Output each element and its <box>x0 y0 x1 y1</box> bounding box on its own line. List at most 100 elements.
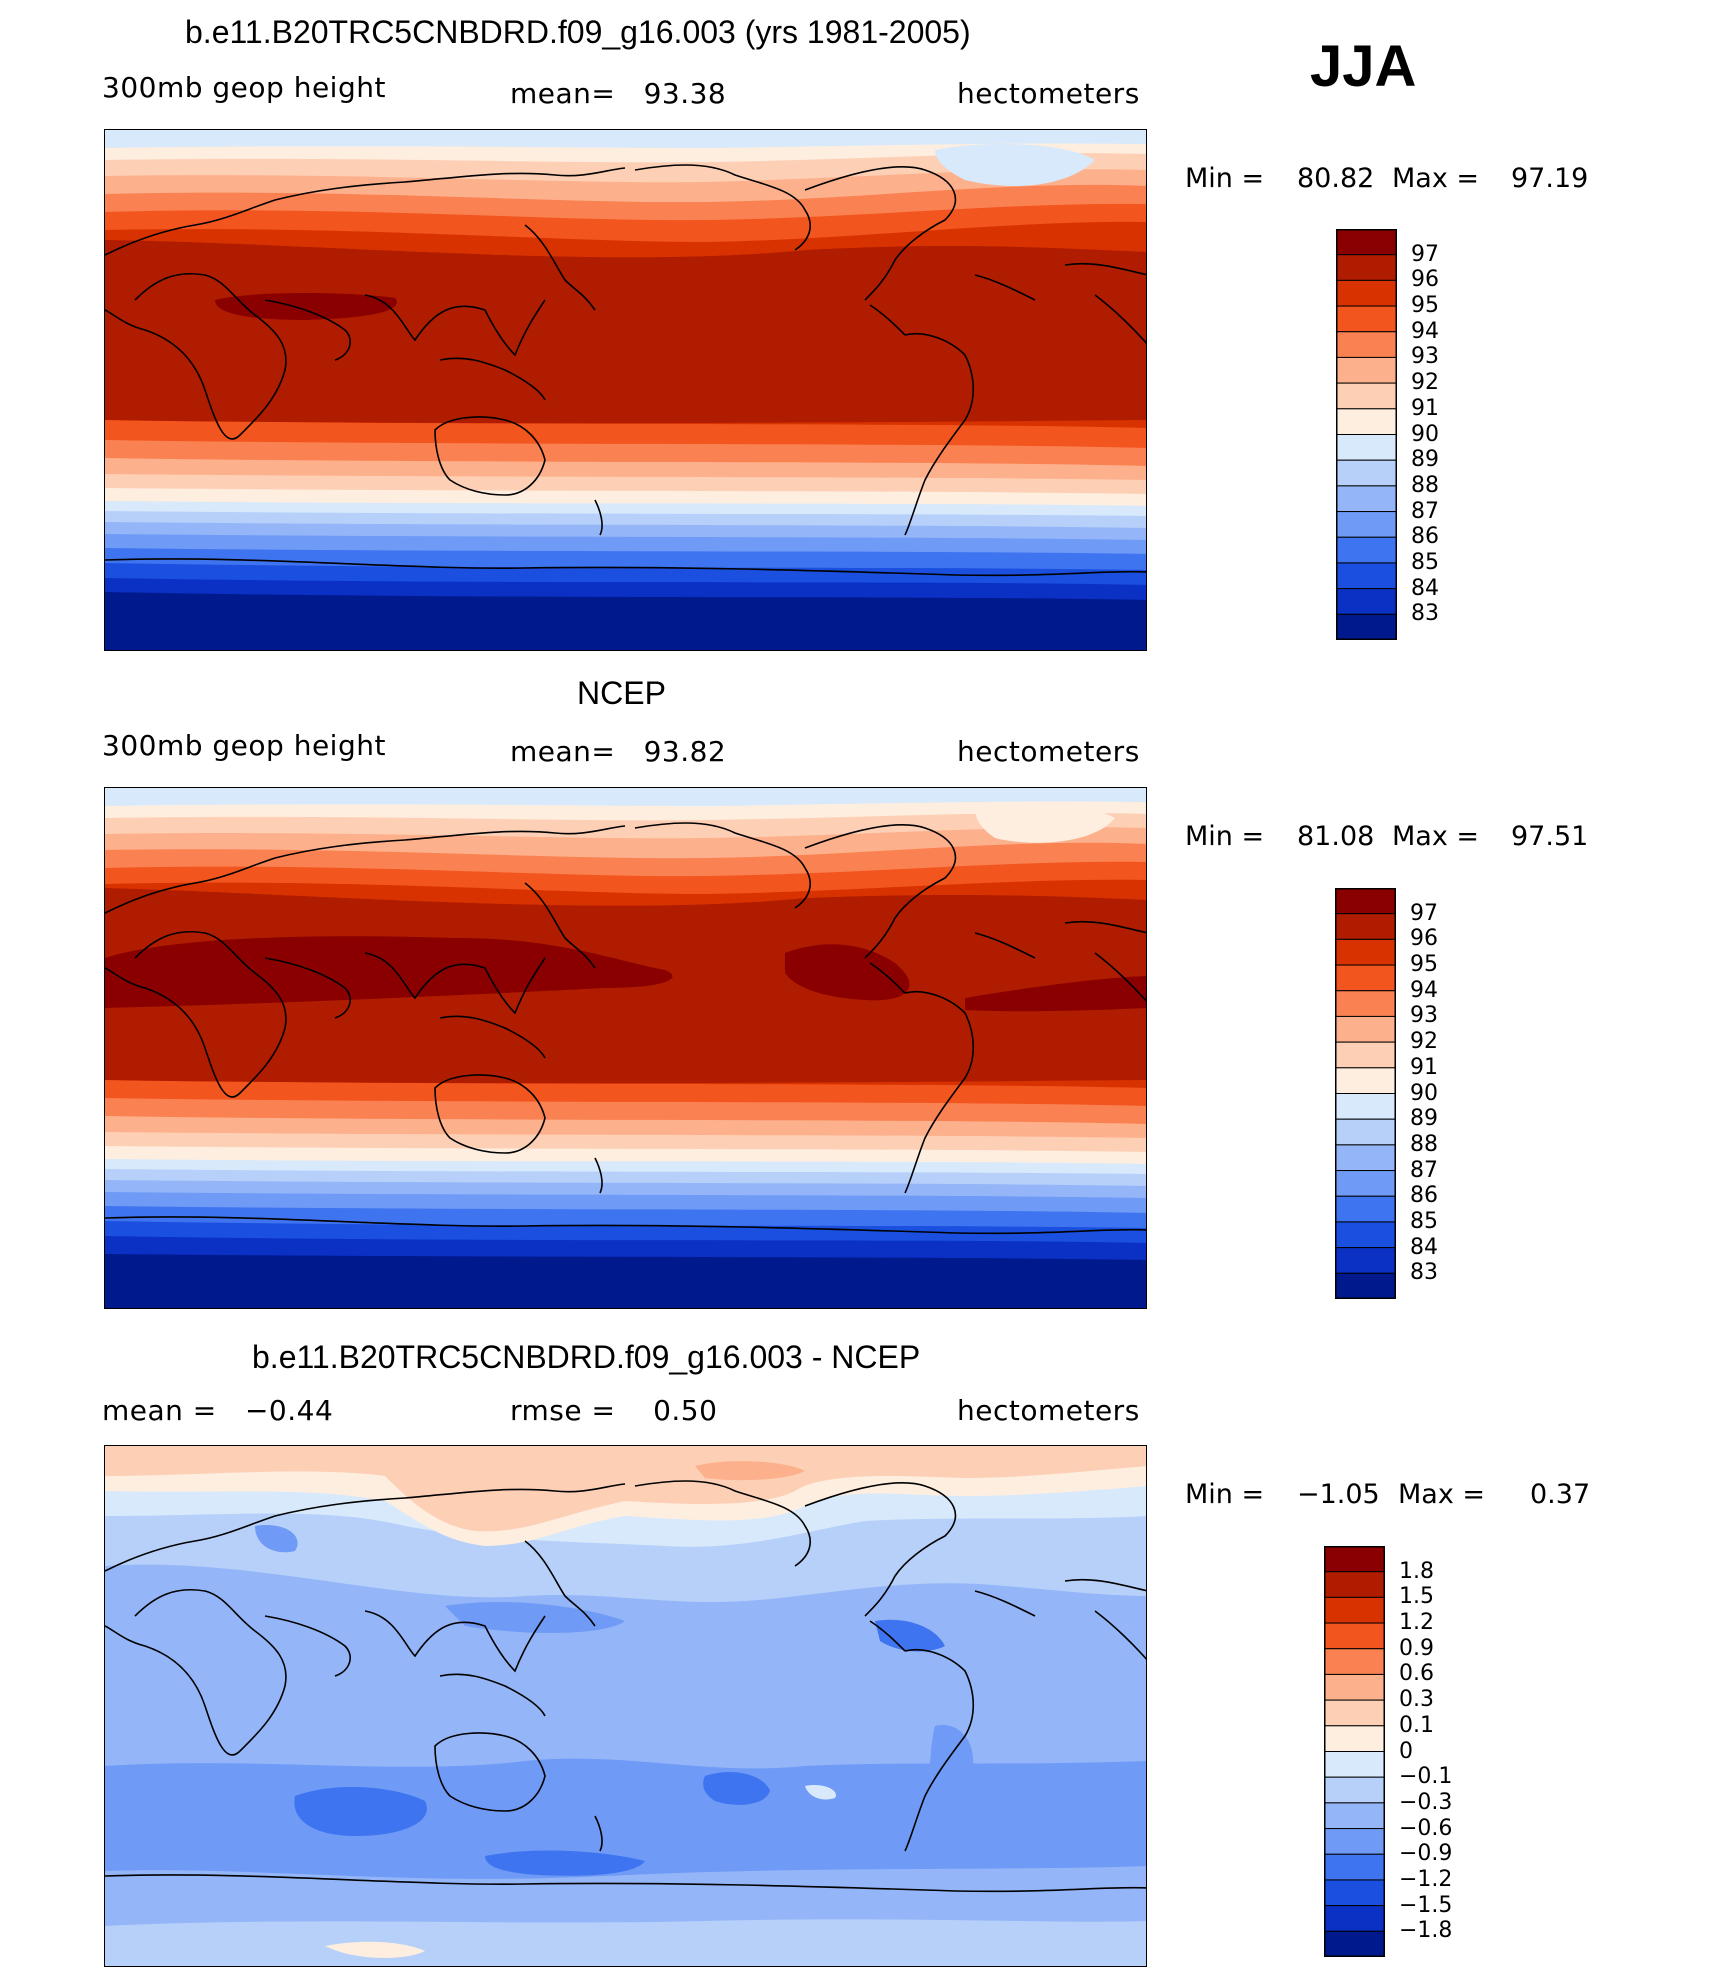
colorbar-swatch <box>1335 1093 1396 1120</box>
colorbar-swatch <box>1335 1118 1396 1146</box>
colorbar-swatch <box>1336 536 1397 564</box>
panel2-max-value: 97.51 <box>1511 821 1589 852</box>
colorbar-swatch <box>1336 254 1397 281</box>
colorbar-swatch <box>1335 888 1396 915</box>
colorbar-swatch <box>1336 511 1397 538</box>
panel1-title: b.e11.B20TRC5CNBDRD.f09_g16.003 (yrs 198… <box>185 14 971 50</box>
colorbar-tick-label: 85 <box>1410 1208 1438 1234</box>
colorbar-tick-label: 0.1 <box>1399 1712 1434 1738</box>
colorbar-swatch <box>1336 459 1397 487</box>
colorbar-swatch <box>1324 1571 1385 1598</box>
panel3-min-label: Min = <box>1185 1479 1265 1510</box>
panel2-variable-label: 300mb geop height <box>102 729 386 762</box>
colorbar-tick-label: 96 <box>1411 267 1439 293</box>
colorbar-tick-label: 86 <box>1411 524 1439 550</box>
panel2-mean-label: mean= 93.82 <box>510 735 727 768</box>
colorbar-tick-label: 87 <box>1411 498 1439 524</box>
colorbar-swatch <box>1324 1930 1385 1957</box>
colorbar-swatch <box>1335 964 1396 992</box>
panel2-units-label: hectometers <box>957 735 1140 768</box>
panel2-title: NCEP <box>577 675 666 711</box>
colorbar-swatch <box>1324 1853 1385 1881</box>
panel2-min-value: 81.08 <box>1297 821 1375 852</box>
colorbar-swatch <box>1336 562 1397 590</box>
colorbar-swatch <box>1336 279 1397 307</box>
colorbar-swatch <box>1335 1272 1396 1299</box>
colorbar-tick-label: 93 <box>1411 344 1439 370</box>
colorbar-tick-label: 89 <box>1411 447 1439 473</box>
colorbar-tick-label: 0.9 <box>1399 1635 1434 1661</box>
colorbar-tick-label: −0.6 <box>1399 1815 1453 1841</box>
panel3-min-value: −1.05 <box>1297 1479 1380 1510</box>
colorbar-tick-label: 0.3 <box>1399 1687 1434 1713</box>
colorbar-tick-label: 85 <box>1411 549 1439 575</box>
panel3-colorbar: 1.8 1.5 1.2 0.9 0.6 0.3 0.1 0 −0.1 −0.3 −0.6 −0.9 −1… <box>1324 1546 1452 1957</box>
colorbar-tick-label: 83 <box>1411 601 1439 627</box>
colorbar-swatch <box>1324 1879 1385 1907</box>
colorbar-swatch <box>1324 1776 1385 1804</box>
colorbar-swatch <box>1336 382 1397 410</box>
panel3-rmse-label: rmse = 0.50 <box>510 1394 718 1427</box>
colorbar-swatch <box>1335 913 1396 940</box>
colorbar-border <box>1335 888 1396 1299</box>
colorbar-swatch <box>1324 1673 1385 1701</box>
colorbar-swatch <box>1324 1751 1385 1778</box>
colorbar-tick-label: 97 <box>1411 241 1439 267</box>
colorbar-border <box>1324 1546 1385 1957</box>
colorbar-swatch <box>1324 1828 1385 1855</box>
colorbar-tick-label: 91 <box>1411 395 1439 421</box>
colorbar-tick-label: −1.5 <box>1399 1892 1453 1918</box>
panel3-max-value: 0.37 <box>1530 1479 1591 1510</box>
colorbar-swatch <box>1335 1067 1396 1094</box>
panel1-colorbar: 97 96 95 94 93 92 91 90 89 88 87 86 85 84 83 <box>1336 229 1439 640</box>
panel3-mean-label: mean = −0.44 <box>102 1394 334 1427</box>
colorbar-swatch <box>1336 305 1397 333</box>
colorbar-tick-label: 92 <box>1410 1029 1438 1055</box>
colorbar-swatch <box>1336 408 1397 435</box>
colorbar-tick-label: 1.8 <box>1399 1558 1434 1584</box>
colorbar-tick-label: 94 <box>1411 318 1439 344</box>
colorbar-swatch <box>1336 613 1397 640</box>
colorbar-tick-label: 90 <box>1410 1080 1438 1106</box>
colorbar-swatch <box>1335 1144 1396 1172</box>
colorbar-tick-label: −1.8 <box>1399 1918 1453 1944</box>
colorbar-tick-label: 1.2 <box>1399 1610 1434 1636</box>
colorbar-tick-label: 93 <box>1410 1003 1438 1029</box>
colorbar-swatch <box>1324 1622 1385 1650</box>
panel1-units-label: hectometers <box>957 77 1140 110</box>
colorbar-swatch <box>1335 1195 1396 1223</box>
colorbar-tick-label: 88 <box>1410 1131 1438 1157</box>
colorbar-swatch <box>1335 990 1396 1017</box>
colorbar-tick-label: 92 <box>1411 370 1439 396</box>
colorbar-swatch <box>1336 331 1397 358</box>
colorbar-tick-label: −0.3 <box>1399 1789 1453 1815</box>
panel1-max-label: Max = <box>1392 163 1480 194</box>
colorbar-swatch <box>1336 434 1397 461</box>
colorbar-swatch <box>1336 588 1397 615</box>
colorbar-tick-label: 91 <box>1410 1054 1438 1080</box>
colorbar-swatch <box>1324 1596 1385 1624</box>
colorbar-tick-label: 90 <box>1411 421 1439 447</box>
colorbar-swatch <box>1335 1247 1396 1274</box>
colorbar-tick-label: −0.9 <box>1399 1841 1453 1867</box>
colorbar-swatch <box>1336 229 1397 256</box>
colorbar-tick-label: −0.1 <box>1399 1764 1453 1790</box>
colorbar-swatch <box>1336 485 1397 513</box>
colorbar-border <box>1336 229 1397 640</box>
panel3-title: b.e11.B20TRC5CNBDRD.f09_g16.003 - NCEP <box>252 1339 921 1375</box>
panel2-colorbar: 97 96 95 94 93 92 91 90 89 88 87 86 85 84 83 <box>1335 888 1438 1299</box>
colorbar-tick-label: 86 <box>1410 1183 1438 1209</box>
colorbar-tick-label: 1.5 <box>1399 1584 1434 1610</box>
colorbar-tick-label: 96 <box>1410 926 1438 952</box>
colorbar-tick-label: 95 <box>1411 293 1439 319</box>
season-label: JJA <box>1310 34 1417 99</box>
colorbar-tick-label: 0 <box>1399 1738 1413 1764</box>
colorbar-swatch <box>1335 1015 1396 1043</box>
panel1-variable-label: 300mb geop height <box>102 71 386 104</box>
panel1-mean-label: mean= 93.38 <box>510 77 727 110</box>
colorbar-swatch <box>1335 1221 1396 1249</box>
colorbar-swatch <box>1324 1725 1385 1752</box>
colorbar-tick-label: 89 <box>1410 1106 1438 1132</box>
colorbar-swatch <box>1335 1041 1396 1069</box>
colorbar-tick-label: 87 <box>1410 1157 1438 1183</box>
